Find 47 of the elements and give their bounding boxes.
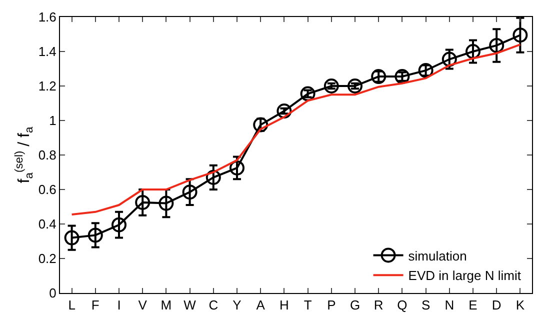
x-tick-label: S <box>421 298 430 313</box>
y-tick-label: 0 <box>49 286 56 301</box>
point <box>206 170 221 185</box>
point <box>88 228 103 243</box>
x-tick-label: M <box>160 298 172 313</box>
y-tick-label: 0.6 <box>38 182 56 198</box>
point <box>489 38 504 53</box>
point <box>158 196 174 211</box>
x-tick-label: A <box>256 298 266 313</box>
point <box>112 217 126 232</box>
point <box>276 104 292 119</box>
point <box>135 194 150 210</box>
point <box>512 28 528 43</box>
point <box>466 44 480 59</box>
legend-label: simulation <box>408 248 467 264</box>
x-tick-label: L <box>68 298 76 313</box>
x-tick-label: G <box>350 298 360 313</box>
y-tick-label: 1 <box>49 113 56 128</box>
x-tick-label: T <box>304 298 312 313</box>
point <box>348 78 362 94</box>
x-tick-label: N <box>444 298 454 313</box>
x-tick-label: H <box>280 298 289 313</box>
point <box>64 230 80 246</box>
point <box>300 86 316 102</box>
y-tick-label: 1.4 <box>38 44 56 60</box>
x-tick-label: C <box>208 298 218 313</box>
point <box>324 78 339 94</box>
y-tick-label: 0.8 <box>38 148 56 163</box>
x-tick-label: W <box>184 298 197 313</box>
y-tick-label: 0.2 <box>38 251 56 266</box>
x-tick-label: K <box>516 298 525 313</box>
point <box>182 184 198 200</box>
x-tick-label: V <box>138 298 148 313</box>
x-tick-label: Y <box>232 298 242 313</box>
x-tick-label: E <box>468 298 478 313</box>
x-tick-label: P <box>327 298 336 313</box>
x-tick-label: D <box>492 298 502 313</box>
x-tick-label: F <box>91 298 100 313</box>
point <box>442 52 457 67</box>
y-tick-label: 1.2 <box>38 78 56 94</box>
x-tick-label: Q <box>397 298 408 313</box>
x-tick-label: I <box>117 298 121 313</box>
legend-label: EVD in large N limit <box>408 268 522 284</box>
point <box>230 160 244 176</box>
y-tick-label: 0.4 <box>38 216 56 232</box>
x-tick-label: R <box>374 298 384 313</box>
y-tick-label: 1.6 <box>38 10 56 25</box>
